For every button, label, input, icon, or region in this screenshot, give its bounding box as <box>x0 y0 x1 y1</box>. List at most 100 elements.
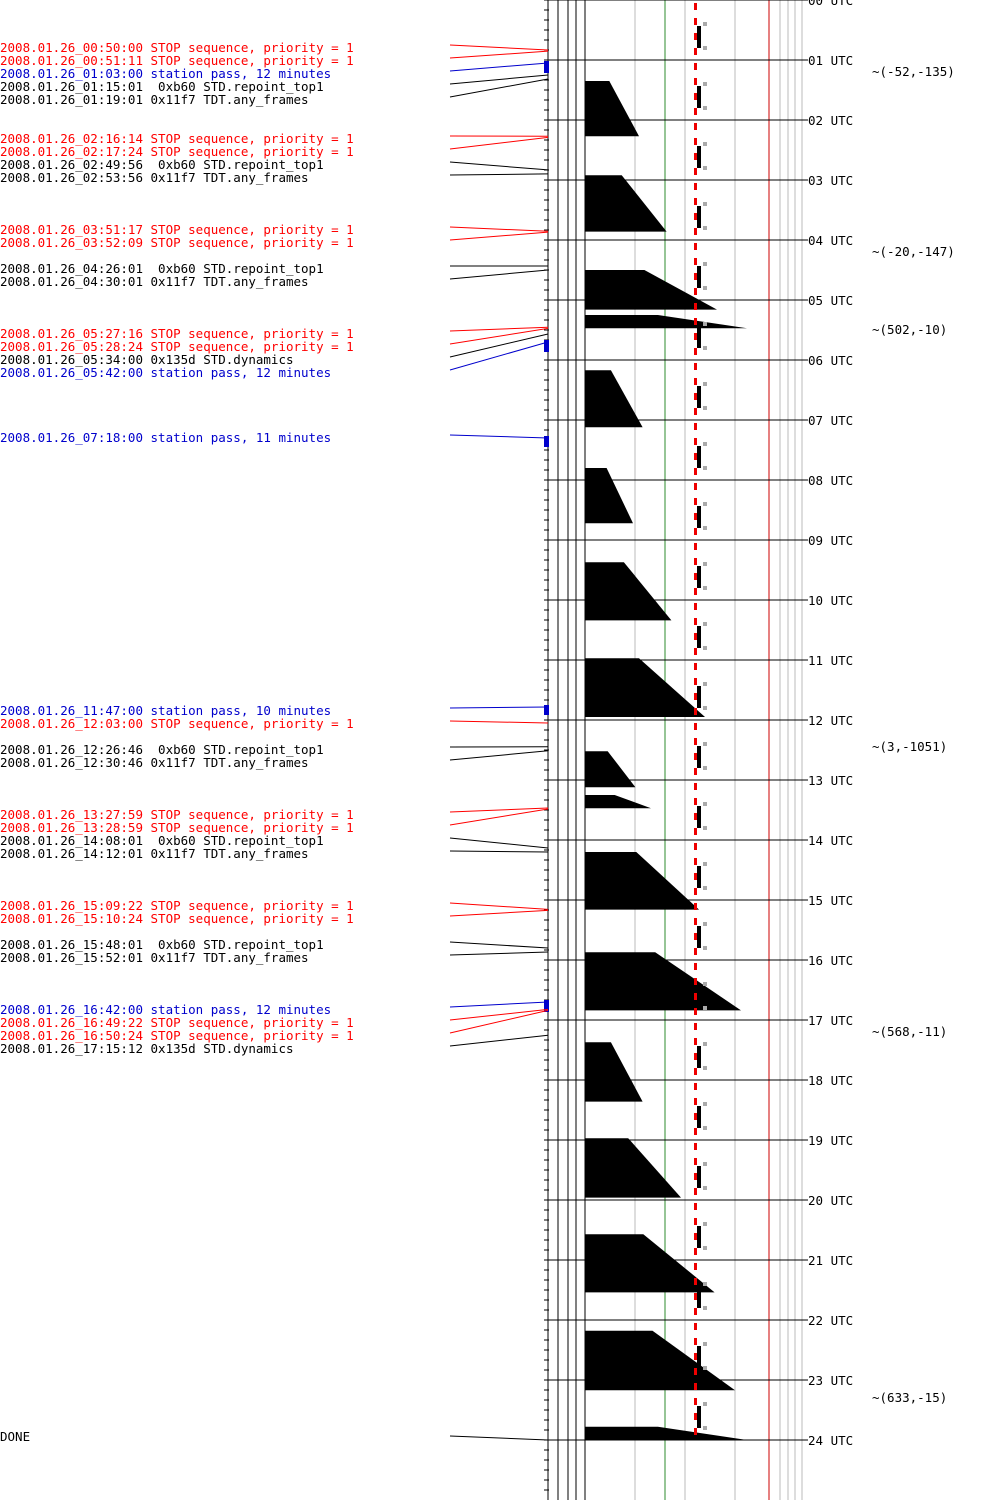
red-dash <box>694 783 697 790</box>
hour-label: 19 UTC <box>808 1133 854 1148</box>
red-dash <box>694 1278 697 1285</box>
red-dash <box>694 153 697 160</box>
red-dash <box>694 1143 697 1150</box>
coordinate-label: ~(-52,-135) <box>872 64 955 79</box>
orbit-block <box>585 1234 715 1293</box>
red-dash <box>694 408 697 415</box>
red-dash <box>694 498 697 505</box>
station-pass-marker <box>544 1000 549 1012</box>
red-dash <box>694 378 697 385</box>
event-leader <box>449 231 549 241</box>
red-dash <box>694 318 697 325</box>
hour-label: 03 UTC <box>808 173 854 188</box>
hour-marker-grey <box>703 1006 707 1010</box>
event-leader <box>449 706 549 709</box>
red-dash <box>694 513 697 520</box>
event-label: 2008.01.26_03:52:09 STOP sequence, prior… <box>0 235 354 250</box>
event-list: 2008.01.26_00:50:00 STOP sequence, prior… <box>0 0 450 1500</box>
hour-marker <box>697 446 701 468</box>
event-label: 2008.01.26_16:50:24 STOP sequence, prior… <box>0 1028 354 1043</box>
red-dash <box>694 348 697 355</box>
hour-marker-grey <box>703 322 707 326</box>
coordinate-label: ~(502,-10) <box>872 322 948 337</box>
red-dash <box>694 438 697 445</box>
red-dash <box>694 303 697 310</box>
orbit-block <box>585 175 667 232</box>
red-dash <box>694 753 697 760</box>
event-label: 2008.01.26_04:30:01 0x11f7 TDT.any_frame… <box>0 274 309 289</box>
red-dash <box>694 978 697 985</box>
hour-marker-grey <box>703 802 707 806</box>
red-dash <box>694 1233 697 1240</box>
hour-marker-grey <box>703 502 707 506</box>
event-leader <box>449 808 549 826</box>
coordinate-label: ~(3,-1051) <box>872 739 948 754</box>
event-label: 2008.01.26_15:52:01 0x11f7 TDT.any_frame… <box>0 950 309 965</box>
station-pass-marker <box>544 61 549 73</box>
hour-marker-grey <box>703 886 707 890</box>
orbit-block <box>585 315 747 329</box>
orbit-block <box>585 1138 681 1198</box>
event-label: 2008.01.26_15:48:01 0xb60 STD.repoint_to… <box>0 937 324 952</box>
orbit-block <box>585 952 741 1011</box>
red-dash <box>694 1023 697 1030</box>
hour-marker-grey <box>703 646 707 650</box>
event-label: 2008.01.26_16:42:00 station pass, 12 min… <box>0 1002 332 1017</box>
hour-marker-grey <box>703 1342 707 1346</box>
red-dash <box>694 1308 697 1315</box>
event-leader <box>449 837 549 849</box>
red-dash <box>694 1263 697 1270</box>
hour-marker-grey <box>703 106 707 110</box>
red-dash <box>694 1083 697 1090</box>
red-dash <box>694 813 697 820</box>
hour-marker <box>697 266 701 288</box>
red-dash <box>694 633 697 640</box>
red-dash <box>694 873 697 880</box>
red-dash <box>694 363 697 370</box>
red-dash <box>694 1338 697 1345</box>
red-dash <box>694 33 697 40</box>
hour-marker-grey <box>703 466 707 470</box>
red-dash <box>694 1293 697 1300</box>
hour-marker-grey <box>703 22 707 26</box>
event-leader <box>449 902 549 910</box>
event-label: 2008.01.26_14:12:01 0x11f7 TDT.any_frame… <box>0 846 309 861</box>
event-label: 2008.01.26_13:27:59 STOP sequence, prior… <box>0 807 354 822</box>
event-label: 2008.01.26_16:49:22 STOP sequence, prior… <box>0 1015 354 1030</box>
event-leader <box>449 807 549 813</box>
red-dash <box>694 1188 697 1195</box>
event-leader <box>449 226 549 232</box>
red-dash <box>694 168 697 175</box>
red-dash <box>694 723 697 730</box>
hour-label: 08 UTC <box>808 473 854 488</box>
event-leader <box>449 333 549 358</box>
event-leader <box>449 161 549 171</box>
hour-marker <box>697 566 701 588</box>
hour-marker-grey <box>703 562 707 566</box>
event-leader <box>449 50 549 59</box>
event-label: 2008.01.26_14:08:01 0xb60 STD.repoint_to… <box>0 833 324 848</box>
orbit-block <box>585 751 636 788</box>
event-label: 2008.01.26_13:28:59 STOP sequence, prior… <box>0 820 354 835</box>
event-label: 2008.01.26_05:27:16 STOP sequence, prior… <box>0 326 354 341</box>
event-leader <box>449 269 549 280</box>
event-label: 2008.01.26_02:17:24 STOP sequence, prior… <box>0 144 354 159</box>
event-label: 2008.01.26_05:34:00 0x135d STD.dynamics <box>0 352 294 367</box>
red-dash <box>694 213 697 220</box>
orbit-block <box>585 562 672 621</box>
hour-marker <box>697 386 701 408</box>
hour-marker-grey <box>703 826 707 830</box>
hour-marker <box>697 86 701 108</box>
hour-marker-grey <box>703 862 707 866</box>
orbit-block <box>585 81 639 137</box>
hour-marker <box>697 1286 701 1308</box>
red-dash <box>694 1038 697 1045</box>
hour-marker-grey <box>703 586 707 590</box>
red-dash <box>694 123 697 130</box>
event-leader <box>449 326 549 332</box>
hour-marker-grey <box>703 946 707 950</box>
red-dash <box>694 618 697 625</box>
event-leader <box>449 1009 549 1034</box>
red-dash <box>694 1068 697 1075</box>
hour-marker <box>697 866 701 888</box>
